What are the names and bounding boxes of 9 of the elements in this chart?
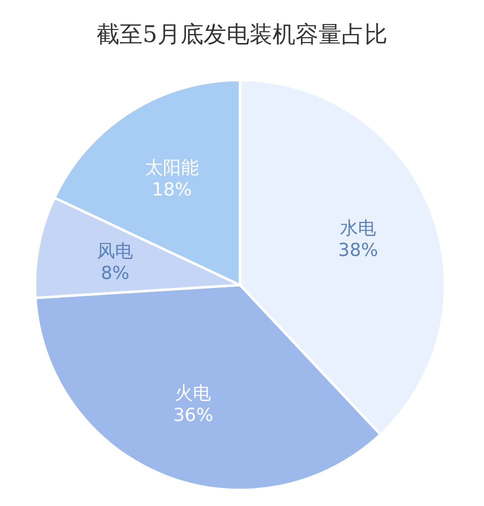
chart-title: 截至5月底发电装机容量占比 bbox=[96, 22, 388, 48]
data-label: 36% bbox=[173, 405, 214, 426]
data-label: 38% bbox=[338, 240, 378, 262]
data-label: 18% bbox=[152, 180, 192, 201]
slice-label: 火电 bbox=[175, 383, 212, 404]
data-label: 8% bbox=[100, 263, 130, 284]
slice-label: 风电 bbox=[97, 241, 134, 262]
slice-label: 太阳能 bbox=[144, 158, 199, 179]
slice-label: 水电 bbox=[340, 218, 376, 240]
